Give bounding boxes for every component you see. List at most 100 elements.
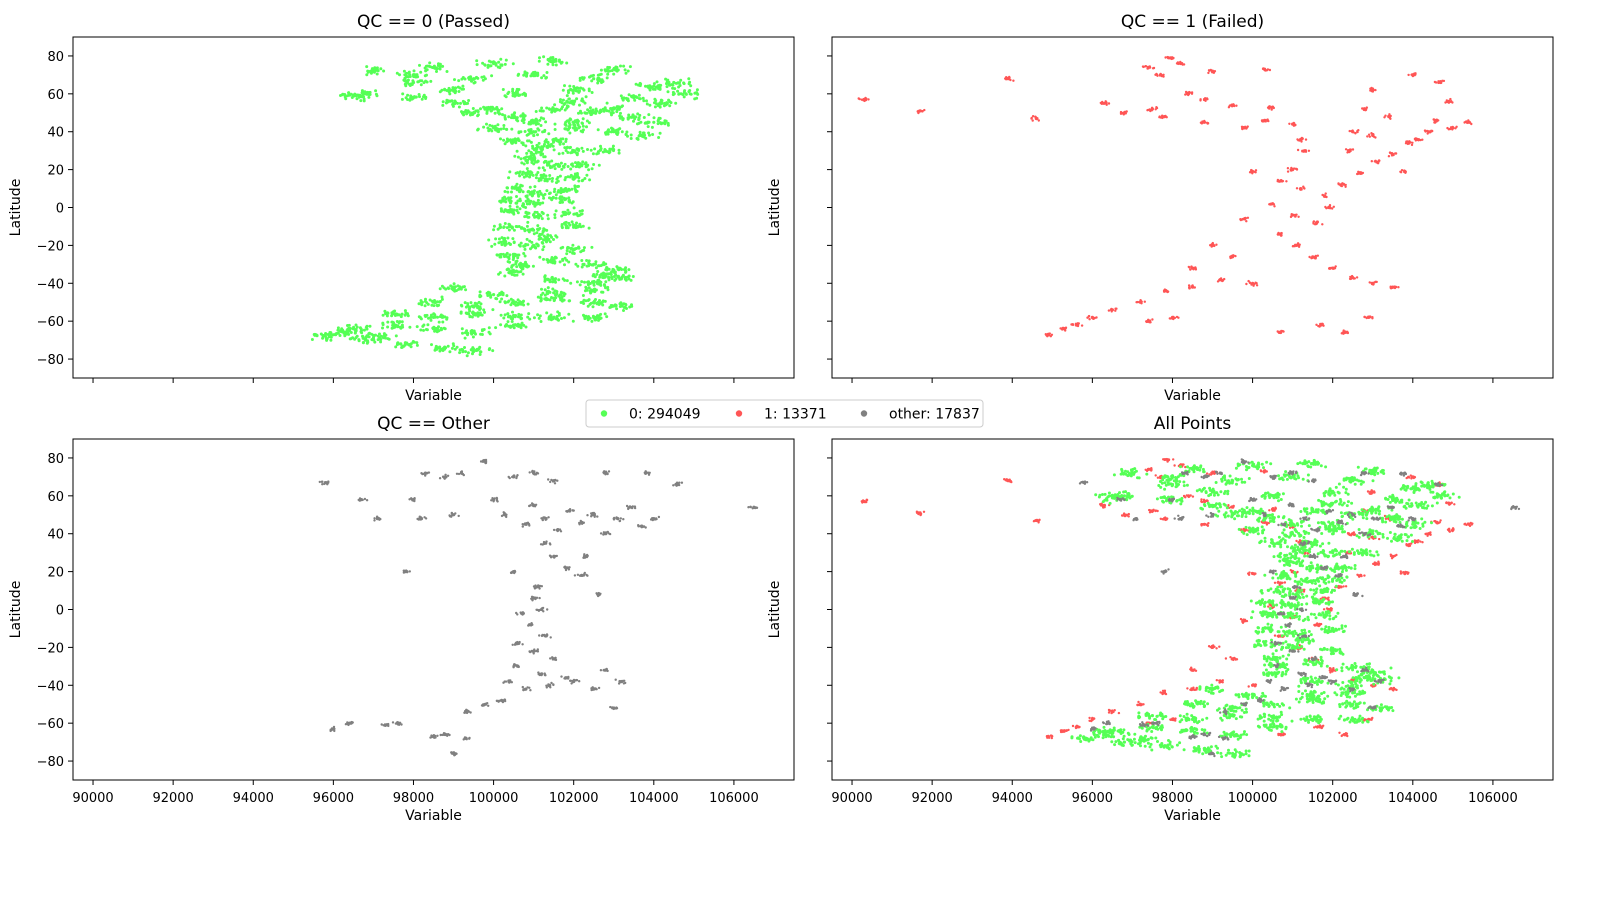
data-point [1387, 155, 1391, 158]
data-point [656, 122, 660, 126]
data-point [621, 104, 624, 108]
data-point [427, 471, 431, 474]
data-point [537, 177, 541, 181]
data-point [1162, 73, 1165, 77]
y-tick-label: −60 [37, 717, 64, 732]
data-point [515, 201, 519, 205]
data-point [1143, 300, 1147, 303]
data-point [390, 326, 394, 330]
data-point [445, 101, 448, 105]
data-point [545, 518, 548, 521]
data-point [542, 610, 545, 613]
data-point [474, 76, 478, 80]
data-point [436, 328, 440, 332]
data-point [358, 497, 362, 500]
data-point [511, 263, 515, 267]
data-point [687, 77, 691, 81]
data-point [550, 681, 553, 685]
data-point [556, 108, 560, 112]
data-point [1265, 523, 1269, 526]
data-point [385, 723, 388, 727]
data-point [522, 244, 526, 248]
data-point [1297, 541, 1301, 544]
data-point [1367, 133, 1371, 136]
data-point [336, 331, 340, 335]
data-point [1244, 125, 1247, 128]
data-point [441, 733, 444, 737]
data-point [629, 278, 633, 282]
data-point [405, 81, 409, 85]
data-point [606, 72, 610, 76]
data-point [646, 125, 650, 129]
data-point [484, 461, 487, 465]
data-point [540, 232, 544, 236]
data-point [500, 292, 504, 295]
data-point [592, 687, 595, 691]
data-point [1202, 120, 1205, 124]
data-point [1372, 135, 1376, 138]
data-point [499, 323, 503, 327]
data-point [572, 206, 576, 210]
data-point [558, 142, 562, 146]
data-point [504, 209, 508, 212]
data-point [1417, 138, 1421, 141]
data-point [502, 124, 506, 127]
data-point [559, 191, 563, 195]
data-point [433, 299, 436, 302]
data-point [526, 686, 529, 689]
data-point [1145, 469, 1149, 473]
data-point [1151, 510, 1154, 513]
data-point [521, 685, 524, 689]
data-point [502, 127, 506, 130]
data-point [1249, 170, 1252, 174]
y-tick-label: −60 [37, 315, 64, 330]
data-point [572, 225, 575, 229]
data-point [494, 128, 498, 132]
data-point [532, 232, 536, 236]
data-point [1364, 108, 1368, 112]
data-point [459, 311, 463, 315]
data-point [450, 512, 454, 515]
data-point [494, 326, 498, 330]
data-point [523, 215, 527, 219]
data-point [440, 328, 443, 332]
data-point [597, 264, 600, 268]
data-point [1451, 128, 1454, 131]
data-point [538, 118, 542, 122]
data-point [568, 188, 571, 192]
data-point [510, 210, 514, 214]
data-point [1170, 57, 1173, 61]
subplot-title: All Points [1154, 414, 1232, 434]
data-point [917, 512, 921, 515]
data-point [1279, 581, 1282, 585]
data-point [611, 106, 615, 110]
data-point [630, 94, 633, 98]
data-point [375, 515, 379, 518]
data-point [515, 476, 518, 480]
data-point [580, 163, 584, 167]
data-point [647, 113, 651, 117]
data-point [611, 147, 615, 151]
data-point [437, 325, 440, 329]
data-point [451, 342, 455, 346]
data-point [559, 161, 563, 165]
data-point [535, 649, 538, 653]
data-point [434, 326, 438, 330]
axes-frame [72, 438, 795, 781]
data-point [361, 498, 364, 502]
data-point [501, 88, 505, 91]
data-point [365, 334, 369, 338]
data-point [572, 102, 576, 106]
data-point [676, 81, 680, 85]
data-point [550, 256, 554, 259]
data-point [429, 315, 433, 319]
data-point [569, 679, 572, 682]
data-point [1410, 542, 1413, 545]
data-point [403, 341, 407, 345]
data-point [433, 329, 437, 333]
data-point [535, 215, 538, 218]
data-point [666, 123, 670, 127]
data-point [612, 517, 615, 520]
data-point [1412, 476, 1416, 480]
